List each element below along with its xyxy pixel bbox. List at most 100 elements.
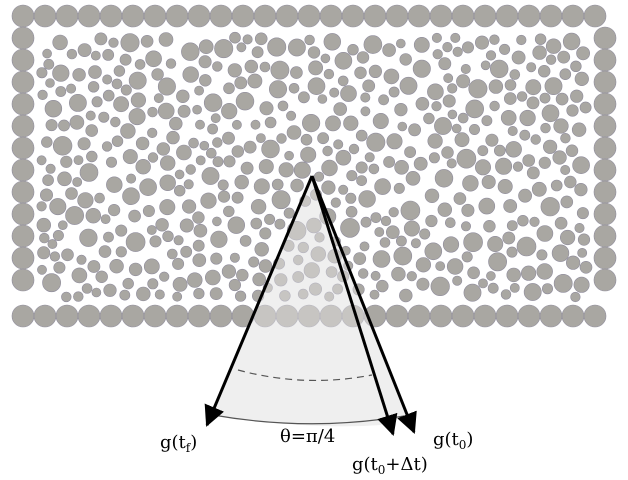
particle: [593, 136, 617, 160]
particle: [372, 250, 391, 268]
particle: [121, 4, 145, 28]
particle: [187, 272, 203, 288]
particle: [253, 178, 270, 195]
particle: [410, 238, 421, 249]
particle: [374, 178, 391, 195]
particle: [314, 232, 325, 243]
particle: [113, 96, 129, 113]
particle: [255, 133, 266, 143]
particle: [159, 174, 176, 192]
particle: [258, 259, 273, 273]
particle: [564, 175, 577, 189]
particle: [337, 75, 349, 87]
particle: [438, 57, 452, 71]
particle: [172, 276, 188, 292]
particle: [423, 112, 435, 125]
particle: [483, 220, 496, 233]
particle: [271, 190, 291, 210]
particle: [205, 269, 221, 286]
particle: [579, 260, 593, 274]
particle: [424, 242, 443, 261]
particle: [297, 241, 309, 254]
particle: [235, 290, 247, 302]
particle: [287, 38, 306, 57]
particle: [463, 283, 482, 302]
particle: [566, 104, 579, 117]
particle: [193, 223, 208, 238]
particle: [194, 85, 204, 96]
particle: [323, 33, 341, 51]
particle: [275, 4, 299, 28]
particle: [167, 248, 178, 260]
particle: [258, 159, 274, 175]
particle: [286, 125, 302, 140]
particle: [303, 262, 320, 279]
particle: [308, 60, 323, 76]
particle: [333, 139, 344, 150]
particle: [180, 245, 193, 258]
particle: [278, 162, 294, 178]
particle: [122, 277, 134, 290]
particle: [474, 35, 489, 50]
particle: [143, 258, 160, 275]
particle: [345, 206, 358, 218]
particle: [503, 199, 518, 213]
particle: [157, 77, 176, 96]
particle: [395, 235, 407, 247]
particle: [250, 119, 261, 130]
particle: [110, 116, 121, 128]
particle: [593, 224, 617, 248]
particle: [399, 288, 413, 303]
particle: [174, 169, 185, 180]
particle: [468, 124, 480, 136]
particle: [44, 99, 63, 118]
particle: [452, 275, 463, 286]
particle: [134, 59, 146, 70]
particle: [561, 304, 585, 328]
particle: [424, 188, 440, 204]
particle: [461, 41, 474, 54]
particle: [329, 87, 340, 98]
particle: [115, 224, 128, 237]
particle: [77, 137, 91, 151]
particle: [519, 109, 536, 127]
particle: [593, 92, 617, 116]
particle: [434, 117, 452, 135]
particle: [306, 217, 322, 234]
particle: [300, 133, 313, 146]
particle: [468, 79, 488, 99]
particle: [293, 254, 304, 266]
particle: [130, 92, 146, 108]
particle: [91, 96, 103, 108]
particle: [297, 91, 310, 104]
particle: [297, 288, 309, 300]
particle: [376, 279, 389, 293]
particle: [45, 163, 56, 174]
particle: [274, 273, 288, 287]
particle: [107, 204, 121, 217]
particle: [39, 188, 53, 202]
particle: [55, 86, 67, 97]
particle: [307, 46, 321, 59]
particle: [239, 235, 252, 247]
particle: [57, 171, 72, 187]
particle: [391, 266, 406, 282]
particle: [415, 257, 432, 273]
particle: [340, 218, 360, 238]
particle: [259, 61, 271, 73]
particle: [431, 101, 442, 112]
particle: [378, 94, 389, 106]
particle: [128, 108, 146, 126]
particle: [397, 121, 408, 132]
particle: [493, 144, 506, 157]
particle: [36, 155, 47, 166]
particle: [187, 4, 211, 28]
particle: [120, 33, 140, 53]
particle: [99, 304, 123, 328]
particle: [270, 60, 290, 80]
particle: [169, 116, 183, 131]
particle: [359, 241, 370, 252]
particle: [73, 155, 84, 165]
particle: [454, 132, 470, 148]
cone-surface: [213, 176, 408, 427]
